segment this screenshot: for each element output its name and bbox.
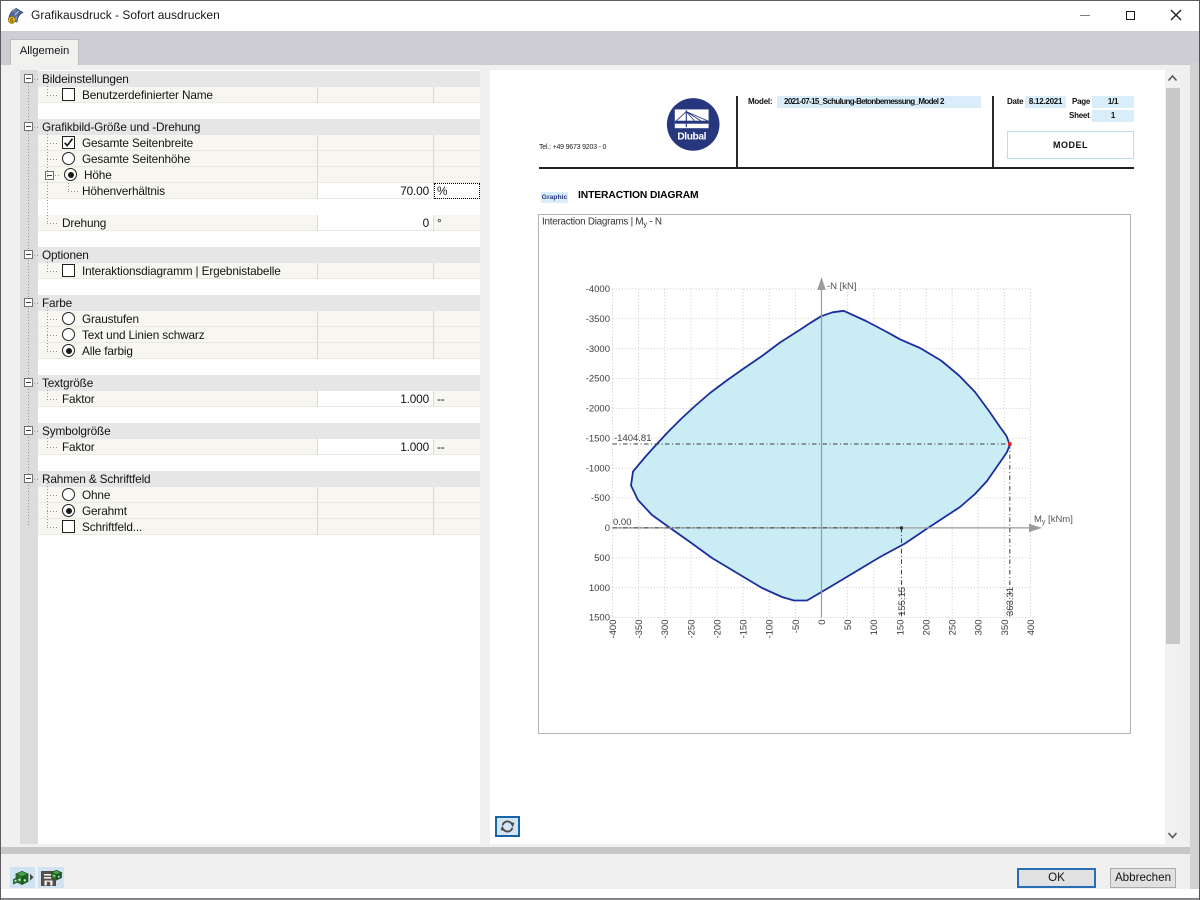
svg-text:0: 0	[605, 523, 610, 534]
svg-text:-50: -50	[791, 620, 802, 634]
svg-text:-3500: -3500	[586, 314, 610, 325]
svg-text:6: 6	[10, 17, 14, 24]
svg-text:-350: -350	[634, 620, 645, 639]
svg-text:Dlubal: Dlubal	[677, 132, 706, 143]
svg-text:-4000: -4000	[586, 284, 610, 295]
svg-text:-400: -400	[608, 620, 619, 639]
svg-text:150: 150	[895, 620, 906, 636]
svg-text:-100: -100	[765, 620, 776, 639]
svg-text:100: 100	[869, 620, 880, 636]
svg-text:-2000: -2000	[586, 404, 610, 415]
svg-text:400: 400	[1026, 620, 1037, 636]
svg-text:363.31: 363.31	[1005, 587, 1016, 616]
svg-text:-300: -300	[660, 620, 671, 639]
svg-text:1000: 1000	[589, 583, 610, 594]
svg-text:-1000: -1000	[586, 463, 610, 474]
svg-text:-500: -500	[591, 493, 610, 504]
svg-text:500: 500	[594, 553, 610, 564]
svg-text:-200: -200	[712, 620, 723, 639]
svg-text:1500: 1500	[589, 613, 610, 624]
svg-text:350: 350	[1000, 620, 1011, 636]
svg-text:-1500: -1500	[586, 434, 610, 445]
svg-text:300: 300	[974, 620, 985, 636]
svg-text:-250: -250	[686, 620, 697, 639]
svg-text:200: 200	[921, 620, 932, 636]
svg-text:0.00: 0.00	[613, 517, 632, 528]
svg-text:155.15: 155.15	[897, 587, 908, 616]
svg-text:My [kNm]: My [kNm]	[1034, 514, 1073, 526]
svg-text:-2500: -2500	[586, 374, 610, 385]
svg-text:0: 0	[817, 620, 828, 625]
svg-text:50: 50	[843, 620, 854, 631]
svg-text:250: 250	[948, 620, 959, 636]
svg-text:-150: -150	[739, 620, 750, 639]
svg-text:Interaction Diagrams | My - N: Interaction Diagrams | My - N	[542, 217, 662, 229]
svg-text:-3000: -3000	[586, 344, 610, 355]
svg-text:-N [kN]: -N [kN]	[827, 281, 857, 292]
svg-text:-1404.81: -1404.81	[614, 433, 652, 444]
